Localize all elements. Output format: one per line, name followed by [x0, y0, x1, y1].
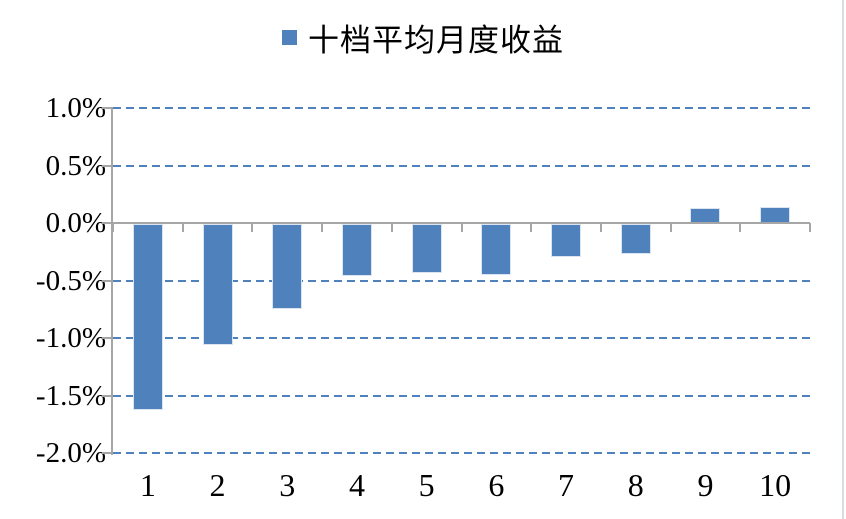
- bar-category-8: [620, 224, 651, 254]
- x-axis-label: 1: [139, 467, 156, 503]
- bar-category-2: [202, 224, 233, 345]
- y-axis-label: 1.0%: [45, 92, 106, 124]
- bar-category-6: [481, 224, 512, 275]
- page-edge-line: [842, 0, 844, 519]
- x-axis-tick: [321, 223, 324, 232]
- bar-category-7: [551, 224, 582, 258]
- y-axis-tick: [102, 222, 113, 224]
- y-axis-tick: [102, 337, 113, 339]
- y-axis-label: -1.5%: [35, 379, 106, 412]
- x-axis-tick: [251, 223, 254, 232]
- y-axis-line: [111, 108, 113, 455]
- y-axis-tick: [102, 452, 113, 454]
- x-axis-tick: [599, 223, 602, 232]
- bar-category-5: [411, 224, 442, 274]
- y-axis-label: -2.0%: [35, 437, 106, 469]
- bar-category-4: [341, 224, 372, 276]
- y-axis-tick: [102, 164, 113, 167]
- x-axis-label: 9: [697, 467, 714, 503]
- x-axis-label: 10: [759, 467, 792, 503]
- bar-category-1: [132, 224, 163, 411]
- y-axis-label: 0.5%: [45, 149, 106, 182]
- x-axis-tick: [739, 223, 742, 232]
- x-axis-tick: [530, 223, 533, 232]
- y-axis-tick: [102, 394, 113, 397]
- x-axis-label: 5: [418, 467, 435, 503]
- y-axis-label: -0.5%: [35, 264, 106, 297]
- x-axis-label: 4: [348, 467, 365, 503]
- x-axis-tick: [809, 223, 811, 232]
- x-axis-tick: [460, 223, 463, 232]
- y-axis-tick: [102, 279, 113, 282]
- gridline: [113, 452, 810, 454]
- chart-legend: 十档平均月度收益: [0, 16, 846, 58]
- y-axis-label: 0.0%: [45, 207, 106, 239]
- gridline: [113, 107, 810, 109]
- bar-category-3: [272, 224, 303, 310]
- y-axis-tick: [102, 107, 113, 109]
- x-axis-tick: [669, 223, 672, 232]
- y-axis-label: -1.0%: [35, 322, 106, 354]
- x-axis-tick: [112, 223, 114, 232]
- gridline: [113, 164, 810, 167]
- x-axis-tick: [181, 223, 184, 232]
- gridline: [113, 279, 810, 282]
- x-axis-label: 8: [627, 467, 644, 503]
- x-axis-label: 6: [488, 467, 505, 503]
- x-axis-label: 2: [209, 467, 226, 503]
- x-axis-label: 3: [279, 467, 296, 503]
- gridline: [113, 337, 810, 339]
- gridline: [113, 394, 810, 397]
- plot-area: [102, 107, 811, 455]
- x-axis-label: 7: [558, 467, 575, 503]
- legend-label: 十档平均月度收益: [308, 22, 564, 58]
- x-axis-tick: [390, 223, 393, 232]
- legend-marker-icon: [282, 29, 297, 45]
